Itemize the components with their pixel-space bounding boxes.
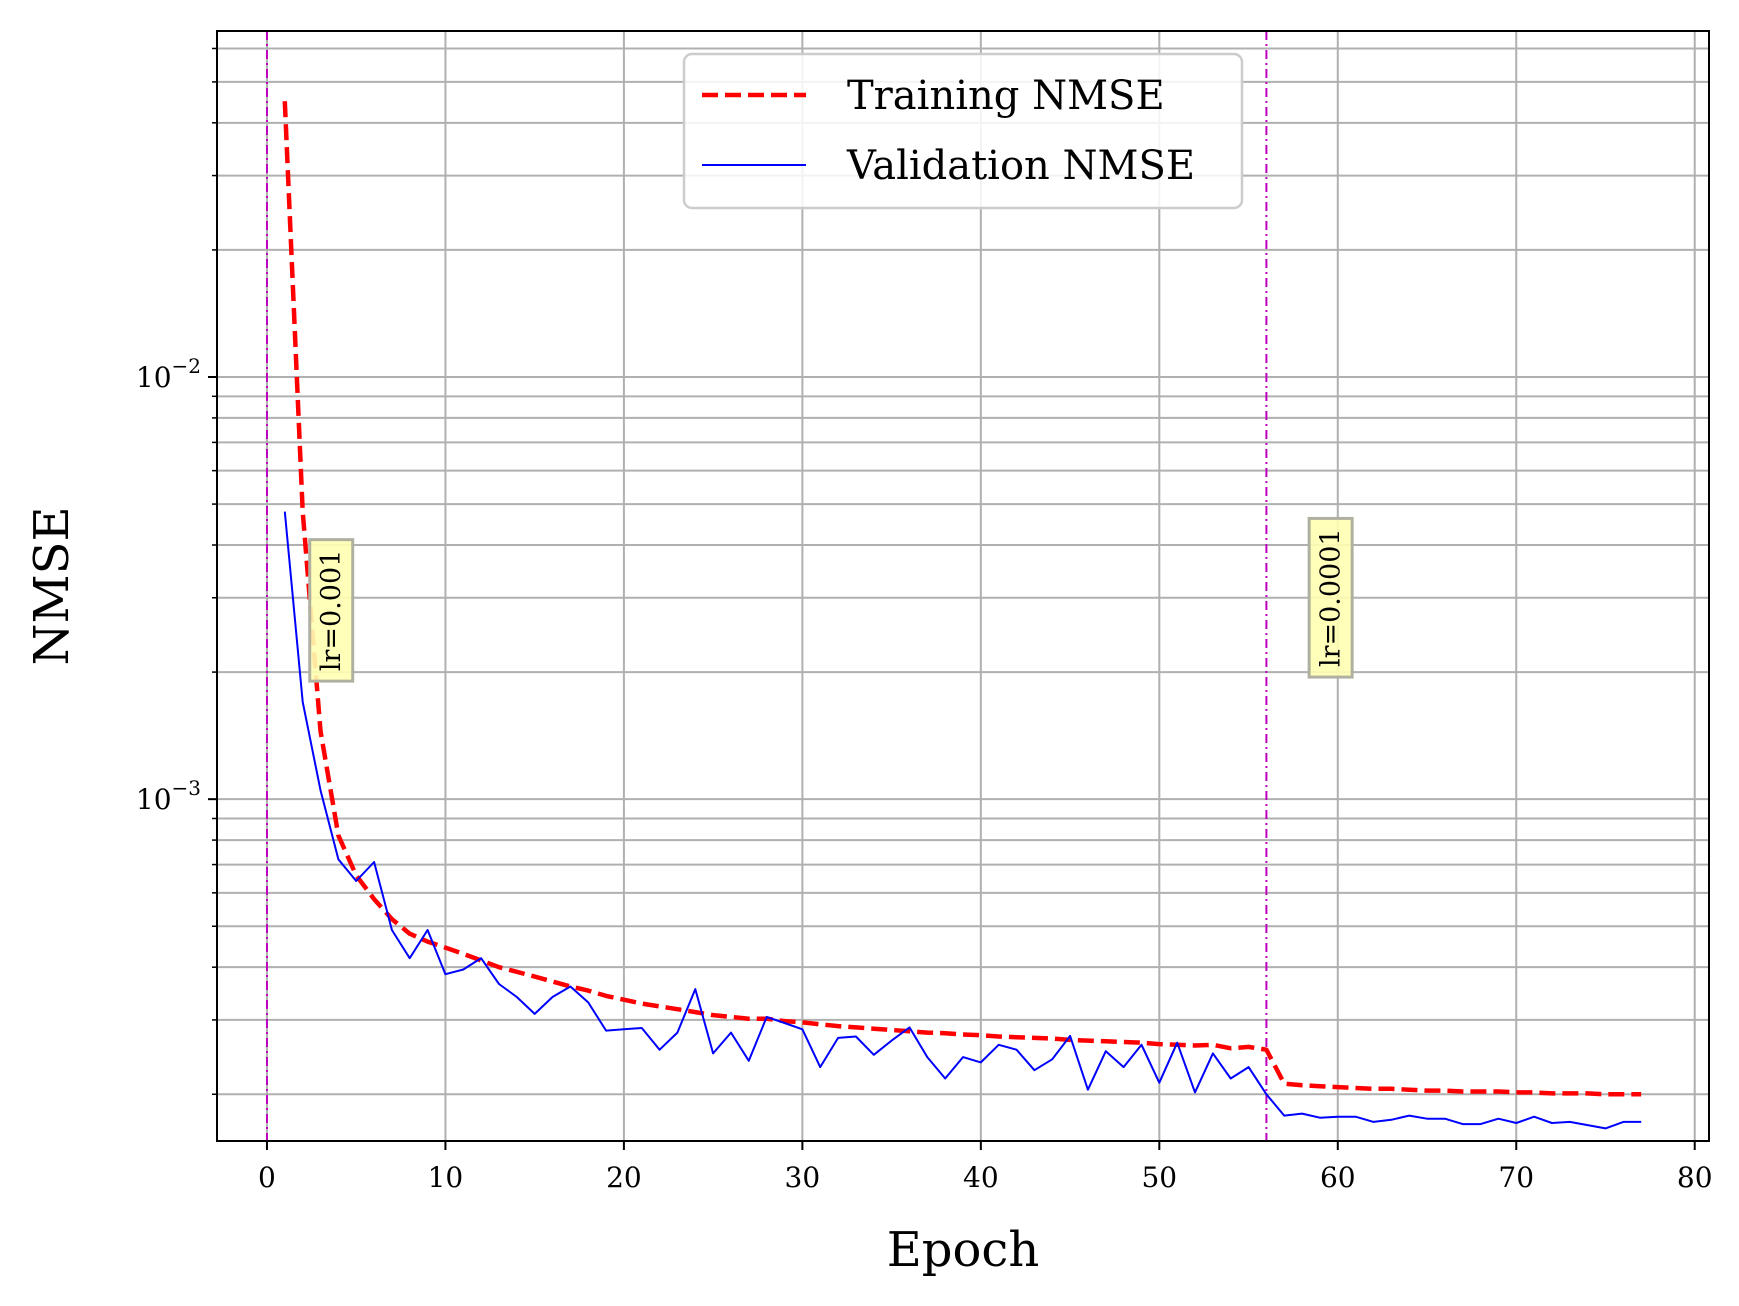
- lr-annotation-text: lr=0.0001: [1316, 528, 1347, 667]
- x-tick-label: 10: [428, 1161, 464, 1194]
- lr-change-lines: [265, 31, 1268, 1141]
- lr-annotation: lr=0.0001: [1307, 516, 1354, 679]
- y-tick-label: 10−3: [136, 776, 201, 816]
- x-tick-label: 30: [785, 1161, 821, 1194]
- legend-box: [682, 52, 1244, 210]
- y-axis-label: NMSE: [24, 506, 80, 665]
- x-tick-label: 70: [1498, 1161, 1534, 1194]
- x-tick-label: 0: [258, 1161, 276, 1194]
- x-tick-label: 50: [1141, 1161, 1177, 1194]
- lr-annotation: lr=0.001: [308, 538, 355, 683]
- series-lines: [282, 101, 1642, 1130]
- validation-nmse-line: [283, 511, 1642, 1130]
- x-tick-label: 60: [1320, 1161, 1356, 1194]
- x-axis-label: Epoch: [887, 1222, 1039, 1278]
- lr-annotation-box: [308, 538, 355, 683]
- x-tick-label: 40: [963, 1161, 999, 1194]
- plot-frame: [216, 30, 1710, 1142]
- legend: Training NMSE Validation NMSE: [682, 52, 1244, 210]
- lr-annotation-box: [1307, 516, 1354, 679]
- x-tick-label: 80: [1677, 1161, 1713, 1194]
- annotations: lr=0.001 lr=0.0001: [308, 516, 1354, 683]
- training-nmse-line: [282, 101, 1642, 1097]
- legend-entry-label: Training NMSE: [847, 73, 1165, 119]
- lr-annotation-text: lr=0.001: [316, 550, 347, 671]
- y-tick-label: 10−2: [136, 354, 201, 394]
- x-tick-label: 20: [606, 1161, 642, 1194]
- axis-ticks: 0 10 20 30 40 50 60 70 80 10−3 10−2: [136, 47, 1713, 1194]
- legend-entry-label: Validation NMSE: [846, 143, 1195, 189]
